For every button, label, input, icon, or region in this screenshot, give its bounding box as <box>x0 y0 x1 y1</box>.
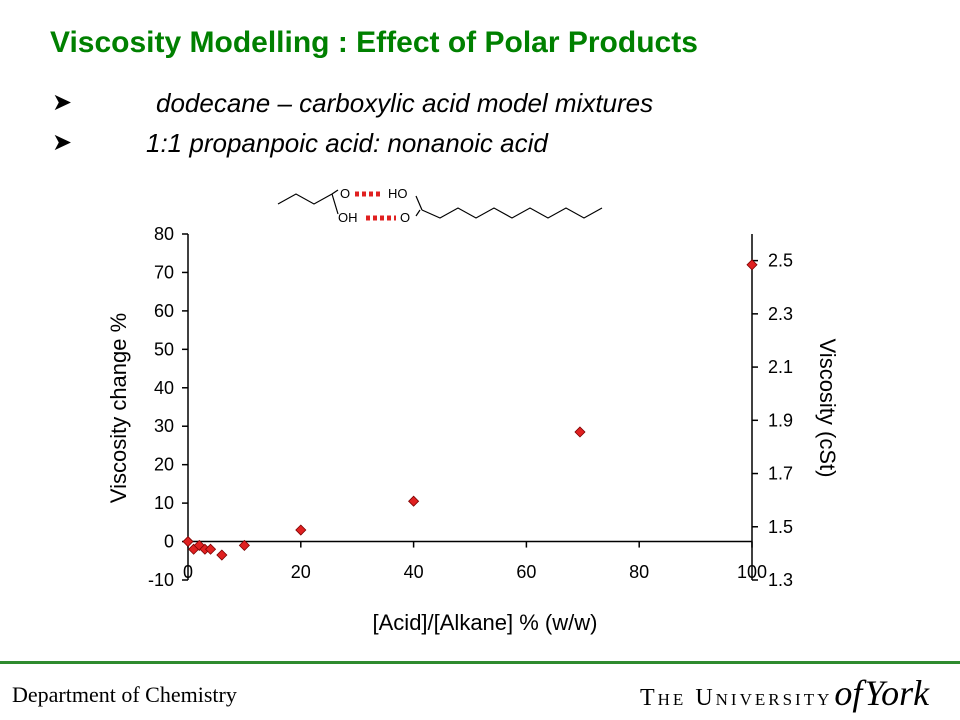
x-tick-label: 60 <box>516 562 536 582</box>
y2-tick-label: 1.3 <box>768 570 793 590</box>
chart-points <box>182 259 758 561</box>
y-tick-label: 50 <box>154 339 174 359</box>
arrow-bullet-icon: ➤ <box>52 129 73 156</box>
y2-tick-label: 1.5 <box>768 517 793 537</box>
y-tick-label: 10 <box>154 493 174 513</box>
y-tick-label: 30 <box>154 416 174 436</box>
y-tick-label: -10 <box>148 570 174 590</box>
university-of: of <box>834 673 863 713</box>
oxygen-label: O <box>340 186 350 201</box>
y2-tick-label: 2.1 <box>768 357 793 377</box>
chart-axes <box>187 234 753 580</box>
y2-tick-label: 1.9 <box>768 410 793 430</box>
y-tick-label: 80 <box>154 224 174 244</box>
x-tick-label: 80 <box>629 562 649 582</box>
data-point <box>746 259 758 271</box>
x-tick-label: 40 <box>404 562 424 582</box>
data-point <box>238 539 250 551</box>
hydroxyl-label: HO <box>388 186 408 201</box>
x-tick-label: 100 <box>737 562 767 582</box>
y2-tick-label: 1.7 <box>768 464 793 484</box>
x-tick-label: 0 <box>183 562 193 582</box>
y-tick-label: 70 <box>154 262 174 282</box>
arrow-bullet-icon: ➤ <box>52 89 73 116</box>
y-tick-label: 0 <box>164 532 174 552</box>
bullet-text: 1:1 propanpoic acid: nonanoic acid <box>146 128 548 158</box>
y-tick-label: 60 <box>154 301 174 321</box>
y-tick-label: 40 <box>154 378 174 398</box>
data-point <box>204 543 217 555</box>
data-point <box>408 495 420 507</box>
hydroxyl-label: OH <box>338 210 358 225</box>
data-point <box>574 426 586 438</box>
oxygen-label: O <box>400 210 410 225</box>
footer-divider <box>0 661 960 664</box>
data-point <box>182 535 194 548</box>
y-tick-label: 20 <box>154 455 174 475</box>
chart-ticks: -10 0 10 20 30 40 50 60 70 80 1.3 1.5 1.7 1.9 2.1 2.3 2.… <box>148 224 793 590</box>
y2-tick-label: 2.5 <box>768 251 793 271</box>
university-logo: The UniversityofYork <box>640 672 929 714</box>
data-point <box>295 524 307 536</box>
slide-title: Viscosity Modelling : Effect of Polar Pr… <box>50 26 698 59</box>
bullet-text: dodecane – carboxylic acid model mixture… <box>156 88 654 118</box>
university-prefix: The University <box>640 685 833 711</box>
university-name: York <box>864 673 930 713</box>
y2-tick-label: 2.3 <box>768 304 793 324</box>
department-name: Department of Chemistry <box>12 682 237 707</box>
y-axis-label: Viscosity change % <box>106 313 131 503</box>
acid-dimer-structure: O HO OH O <box>277 186 603 225</box>
y2-axis-label: Viscosity (cSt) <box>815 339 840 478</box>
x-tick-label: 20 <box>291 562 311 582</box>
x-axis-label: [Acid]/[Alkane] % (w/w) <box>373 610 598 635</box>
data-point <box>216 549 228 561</box>
hydrogen-bond-lines <box>355 191 396 221</box>
molecule-bonds <box>277 189 603 219</box>
